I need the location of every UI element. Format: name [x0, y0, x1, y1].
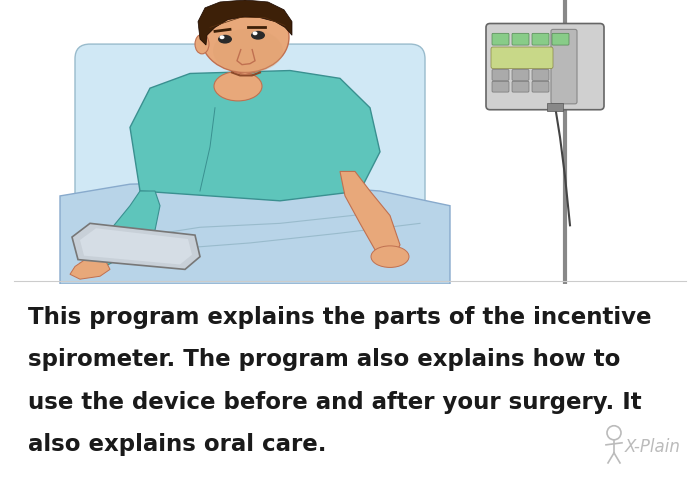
Polygon shape	[72, 223, 200, 269]
FancyBboxPatch shape	[75, 44, 425, 250]
Polygon shape	[70, 260, 110, 279]
FancyBboxPatch shape	[532, 33, 549, 45]
Ellipse shape	[218, 35, 232, 44]
Ellipse shape	[201, 2, 289, 72]
FancyBboxPatch shape	[532, 81, 549, 92]
Polygon shape	[198, 0, 292, 45]
Ellipse shape	[214, 72, 262, 101]
FancyBboxPatch shape	[486, 24, 604, 110]
Ellipse shape	[251, 31, 265, 40]
Text: use the device before and after your surgery. It: use the device before and after your sur…	[28, 391, 642, 414]
FancyBboxPatch shape	[512, 81, 529, 92]
Text: spirometer. The program also explains how to: spirometer. The program also explains ho…	[28, 348, 620, 372]
FancyBboxPatch shape	[512, 33, 529, 45]
Text: also explains oral care.: also explains oral care.	[28, 433, 326, 456]
Ellipse shape	[220, 35, 225, 39]
Text: This program explains the parts of the incentive: This program explains the parts of the i…	[28, 306, 652, 329]
Polygon shape	[85, 191, 160, 266]
Polygon shape	[80, 228, 192, 264]
FancyBboxPatch shape	[492, 70, 509, 80]
Ellipse shape	[213, 29, 283, 73]
FancyBboxPatch shape	[532, 70, 549, 80]
Ellipse shape	[371, 246, 409, 267]
FancyBboxPatch shape	[551, 29, 577, 104]
FancyBboxPatch shape	[492, 81, 509, 92]
Ellipse shape	[195, 34, 209, 54]
FancyBboxPatch shape	[492, 33, 509, 45]
FancyBboxPatch shape	[491, 47, 553, 69]
FancyBboxPatch shape	[512, 70, 529, 80]
Ellipse shape	[253, 31, 258, 35]
Polygon shape	[60, 181, 450, 284]
FancyBboxPatch shape	[552, 33, 569, 45]
Polygon shape	[130, 71, 380, 201]
Text: X-Plain: X-Plain	[625, 438, 681, 456]
Bar	[547, 103, 563, 111]
Polygon shape	[340, 171, 400, 255]
